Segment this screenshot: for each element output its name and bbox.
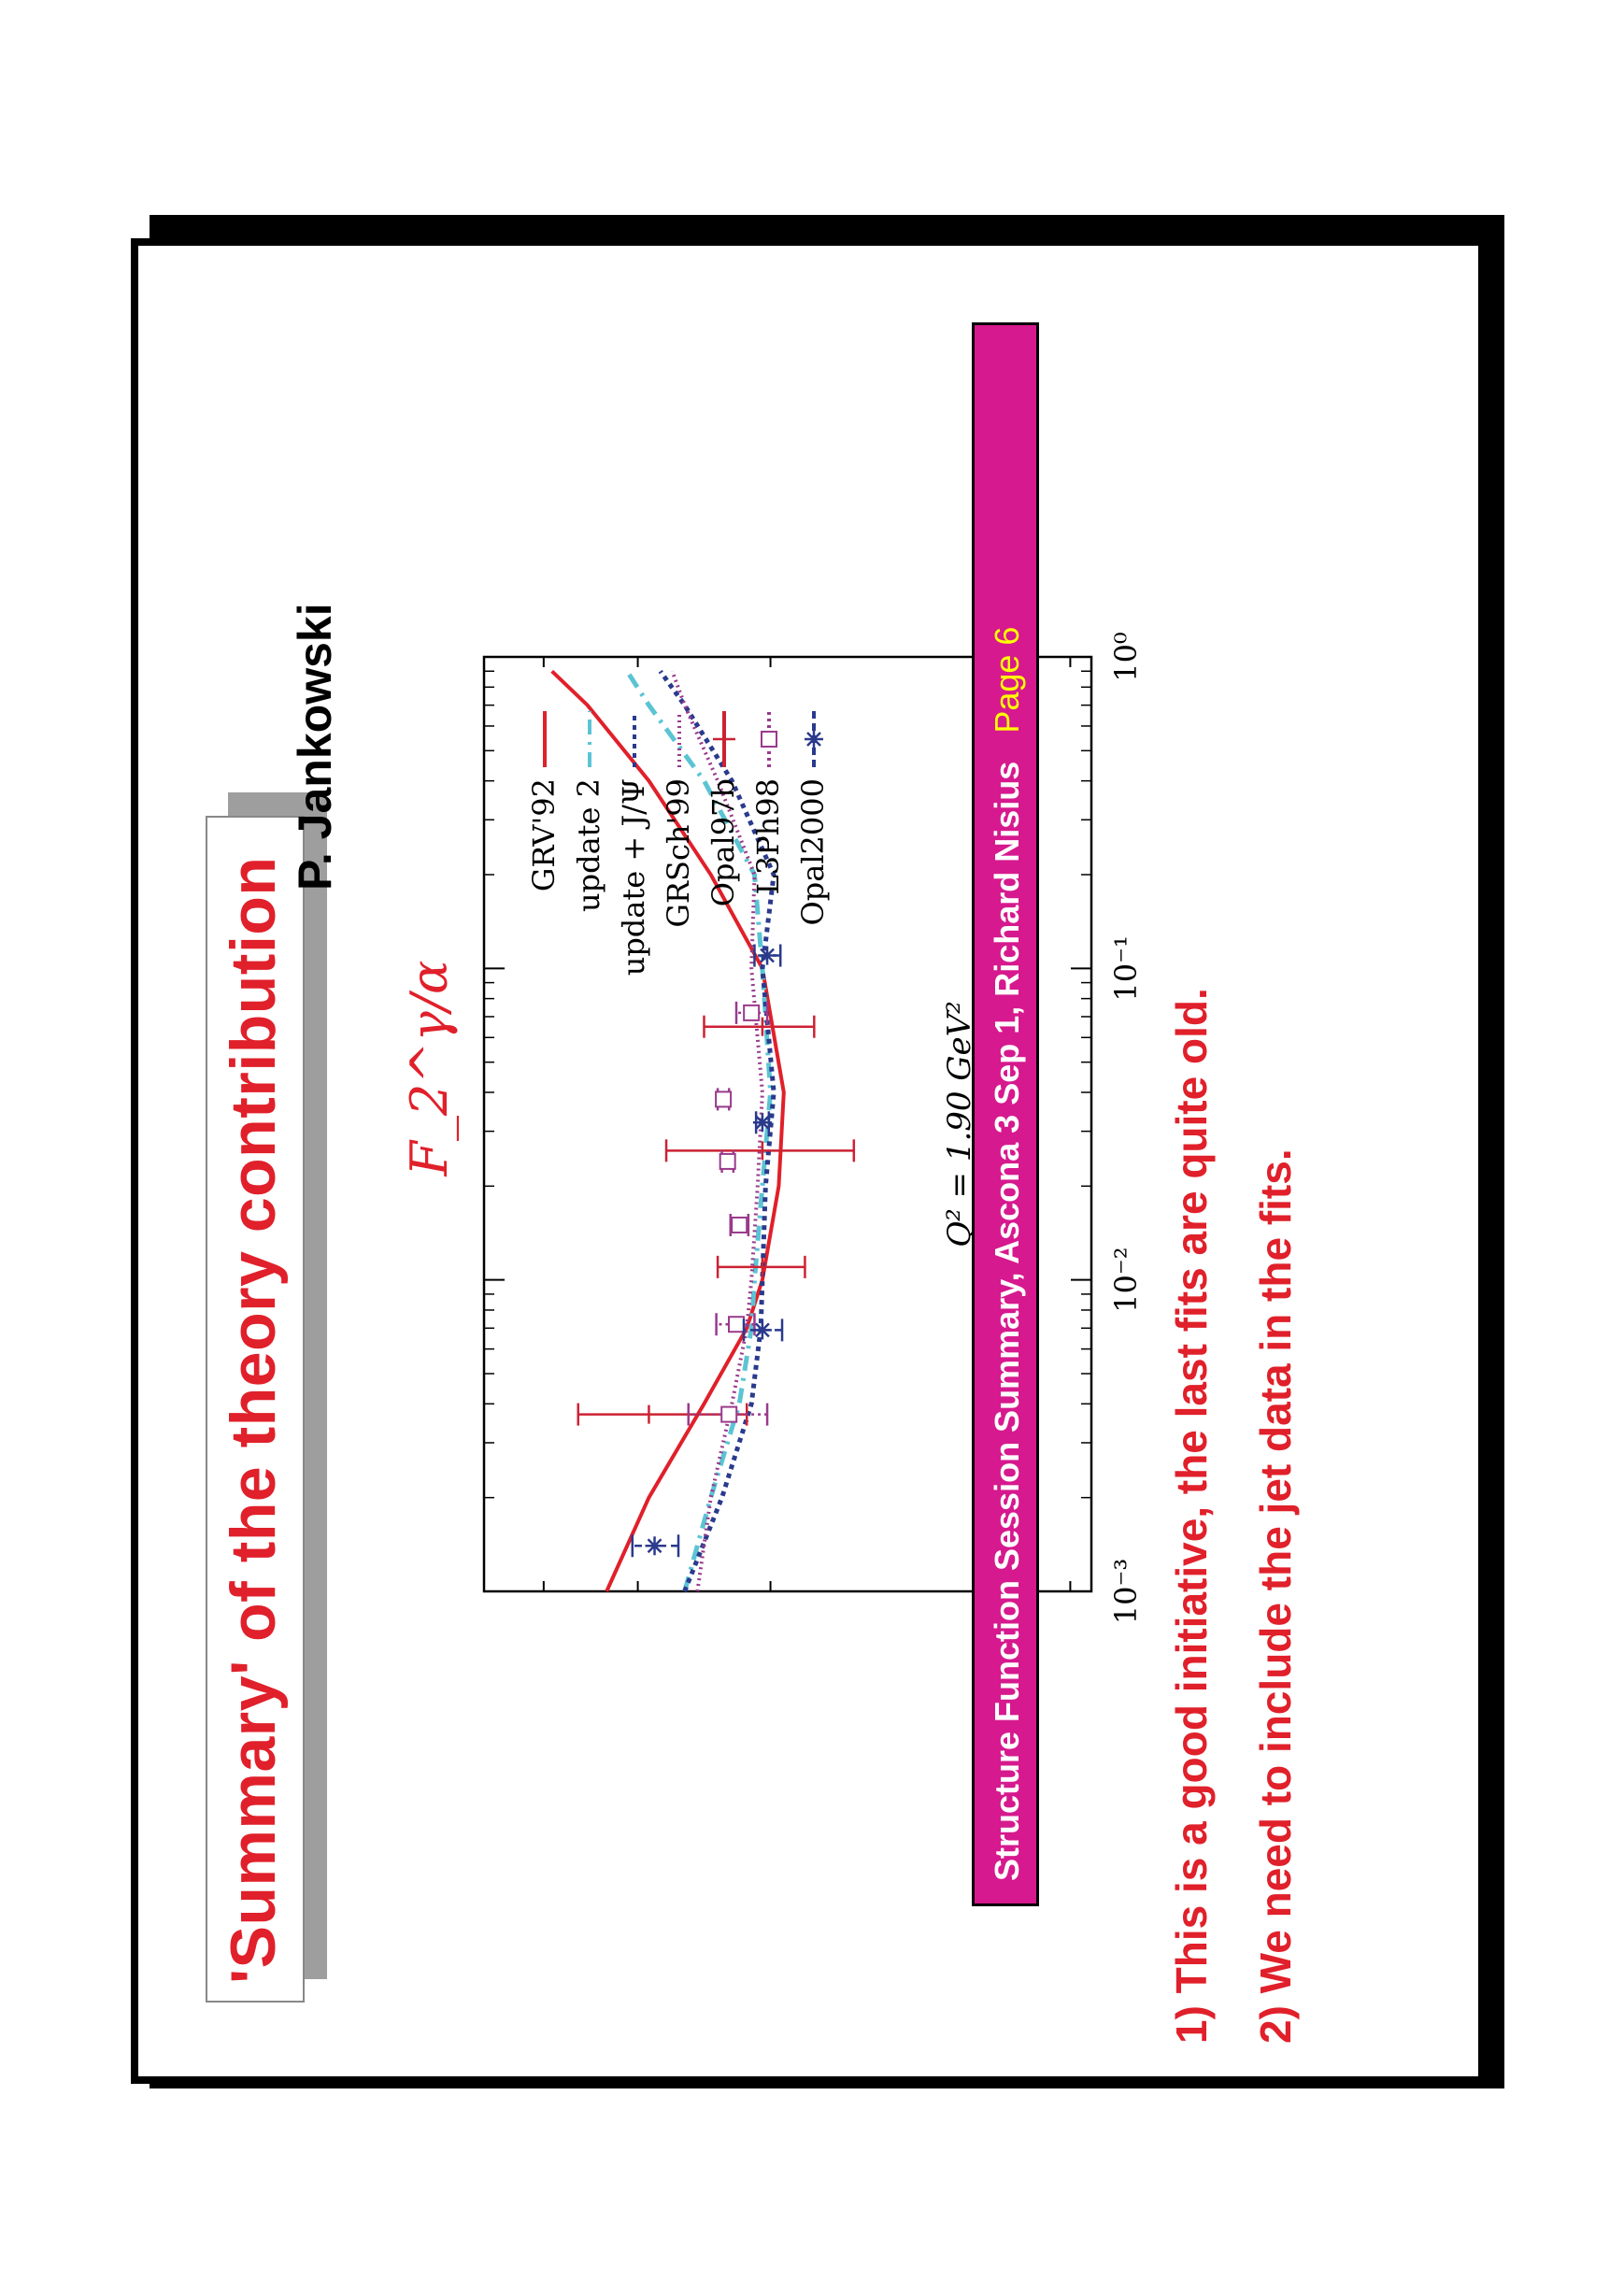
marker-Opal2000 (752, 1113, 772, 1133)
x-tick-label: 10⁰ (1108, 632, 1138, 682)
slide-title: 'Summary' of the theory contribution (218, 856, 289, 1984)
marker-Opal2000 (645, 1536, 664, 1556)
curve-GRV'92 (550, 669, 786, 1592)
slide-frame (131, 238, 1486, 2084)
chart-plot-area: 10⁻³10⁻²10⁻¹10⁰0.1xF_2^γ/αQ² = 1.90 GeV²… (400, 632, 1138, 1660)
footer-text: Structure Function Session Summary, Asco… (988, 627, 1027, 1881)
marker-L3Ph98 (719, 1152, 736, 1170)
legend: GRV'92 update 2 update + J/Ψ GRSch'99 Opal97… (526, 711, 831, 976)
plot-frame (482, 655, 1093, 1593)
legend-label: Opal2000 (795, 778, 831, 925)
marker-L3Ph98 (731, 1216, 748, 1233)
curve-update 2 (624, 669, 774, 1592)
marker-L3Ph98 (728, 1316, 746, 1333)
legend-marker-stroke (806, 732, 821, 747)
author-name: P. Jankowski (289, 603, 341, 891)
x-tick-label: 10⁻² (1108, 1247, 1138, 1312)
marker-Opal2000 (758, 946, 777, 965)
legend-label: L3Ph98 (750, 778, 786, 894)
legend-marker (761, 731, 777, 748)
star-stroke (755, 1115, 770, 1131)
bullet-1: 1) This is a good initiative, the last f… (1167, 988, 1216, 2044)
bullet-2: 2) We need to include the jet data in th… (1251, 1148, 1300, 2044)
x-tick-label: 10⁻³ (1108, 1559, 1138, 1624)
legend-label: update + J/Ψ (616, 778, 651, 976)
title-box: 'Summary' of the theory contribution (206, 816, 305, 2003)
chart-title: F_2^γ/α (400, 960, 459, 1176)
legend-label: Opal97b (705, 778, 741, 906)
marker-Opal2000 (752, 1320, 772, 1340)
footer-info: Structure Function Session Summary, Asco… (988, 761, 1026, 1881)
marker-L3Ph98 (715, 1090, 733, 1108)
legend-label: update 2 (571, 778, 606, 912)
footer-bar: Structure Function Session Summary, Asco… (972, 322, 1039, 1906)
star-stroke (760, 948, 775, 963)
x-tick-label: 10⁻¹ (1108, 935, 1138, 1001)
star-stroke (647, 1538, 662, 1554)
legend-label: GRV'92 (526, 778, 562, 891)
chart: 10⁻³10⁻²10⁻¹10⁰0.1xF_2^γ/αQ² = 1.90 GeV²… (400, 632, 1138, 1660)
page-number: Page 6 (988, 626, 1026, 734)
marker-L3Ph98 (743, 1004, 761, 1021)
star-stroke (755, 1322, 770, 1338)
slide-content: 'Summary' of the theory contribution P. … (138, 246, 1484, 2077)
marker-L3Ph98 (720, 1405, 738, 1423)
legend-label: GRSch'99 (661, 778, 696, 928)
